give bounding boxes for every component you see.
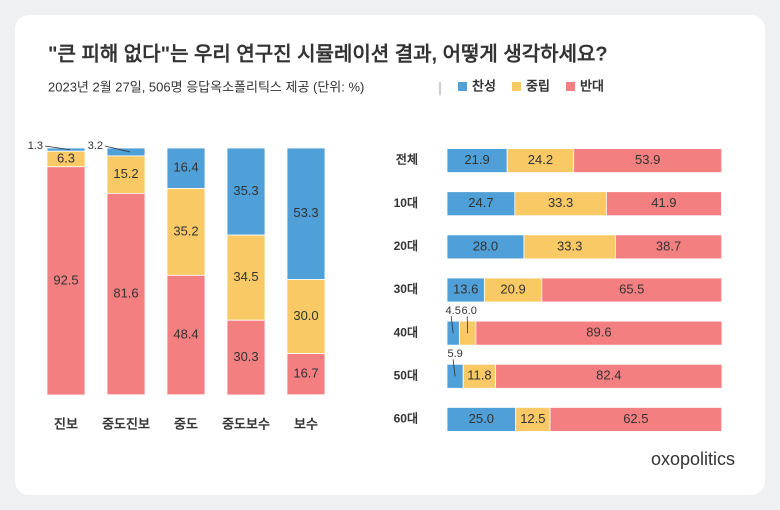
- value-label: 6.3: [57, 150, 75, 165]
- y-tick-label: 10대: [394, 196, 418, 210]
- legend-swatch: [512, 82, 521, 91]
- x-tick-label: 중도: [174, 416, 198, 431]
- subtitle: 2023년 2월 27일, 506명 응답옥소폴리틱스 제공 (단위: %): [48, 79, 364, 94]
- y-tick-label: 50대: [394, 368, 418, 382]
- bar-segment: [615, 234, 723, 260]
- x-tick-label: 중도보수: [222, 416, 270, 431]
- value-label: 16.4: [173, 160, 198, 175]
- bar-segment: [523, 234, 616, 260]
- bar-segment: [446, 234, 525, 260]
- value-label: 35.3: [233, 183, 258, 198]
- value-label: 30.0: [293, 308, 318, 323]
- x-tick-label: 보수: [294, 416, 318, 431]
- value-label: 53.3: [293, 205, 318, 220]
- leader-line: [452, 359, 456, 377]
- leader-line: [104, 145, 131, 153]
- bar-segment: [286, 279, 326, 354]
- value-label: 1.3: [28, 140, 43, 152]
- value-label: 11.8: [467, 368, 491, 383]
- bar-segment: [166, 147, 206, 189]
- y-tick-label: 전체: [396, 152, 418, 167]
- bar-segment: [106, 147, 146, 157]
- value-label: 65.5: [619, 281, 644, 296]
- bar-segment: [286, 353, 326, 396]
- value-label: 53.9: [635, 152, 660, 167]
- bar-segment: [286, 147, 326, 280]
- bar-segment: [514, 191, 607, 217]
- value-label: 30.3: [233, 349, 258, 364]
- value-label: 12.5: [520, 411, 545, 426]
- leader-line: [44, 145, 71, 150]
- bar-segment: [166, 274, 206, 396]
- value-label: 25.0: [469, 411, 494, 426]
- y-tick-label: 60대: [394, 412, 418, 426]
- bar-segment: [446, 277, 485, 303]
- value-label: 24.7: [468, 195, 493, 210]
- value-label: 24.2: [528, 152, 553, 167]
- legend-label: 찬성: [472, 78, 496, 93]
- value-label: 89.6: [586, 325, 611, 340]
- y-tick-label: 30대: [394, 282, 418, 296]
- bar-segment: [483, 277, 543, 303]
- bar-segment: [605, 191, 722, 217]
- value-label: 81.6: [113, 286, 138, 301]
- value-label: 28.0: [473, 238, 498, 253]
- value-label: 82.4: [596, 368, 621, 383]
- value-label: 48.4: [173, 326, 198, 341]
- bar-segment: [106, 155, 146, 194]
- brand: oxopolitics: [651, 449, 735, 469]
- value-label: 33.3: [548, 195, 573, 210]
- legend-swatch: [566, 82, 575, 91]
- bar-segment: [446, 320, 460, 346]
- bar-segment: [226, 234, 266, 321]
- x-tick-label: 중도진보: [102, 416, 150, 431]
- value-label: 3.2: [88, 140, 103, 152]
- legend-label: 반대: [580, 78, 604, 93]
- x-tick-label: 진보: [54, 416, 78, 431]
- value-label: 5.9: [447, 348, 462, 360]
- value-label: 4.5: [446, 305, 461, 317]
- bar-segment: [506, 148, 575, 173]
- bar-segment: [106, 193, 146, 396]
- value-label: 34.5: [233, 269, 258, 284]
- value-label: 41.9: [651, 195, 676, 210]
- bar-segment: [226, 319, 266, 396]
- value-label: 62.5: [623, 411, 648, 426]
- value-label: 33.3: [557, 238, 582, 253]
- value-label: 15.2: [113, 166, 138, 181]
- chart-title: "큰 피해 없다"는 우리 연구진 시뮬레이션 결과, 어떻게 생각하세요?: [48, 42, 608, 65]
- leader-line: [450, 316, 454, 334]
- value-label: 92.5: [53, 272, 78, 287]
- value-label: 21.9: [464, 152, 489, 167]
- y-tick-label: 20대: [394, 239, 418, 253]
- value-label: 38.7: [656, 238, 681, 253]
- bar-segment: [541, 277, 723, 303]
- bar-segment: [166, 188, 206, 276]
- value-label: 20.9: [500, 281, 525, 296]
- value-label: 35.2: [173, 223, 198, 238]
- bar-segment: [46, 166, 86, 396]
- bar-segment: [475, 320, 723, 346]
- legend-label: 중립: [526, 78, 550, 93]
- value-label: 16.7: [293, 366, 318, 381]
- bar-segment: [549, 407, 723, 432]
- value-label: 6.0: [462, 305, 477, 317]
- value-label: 13.6: [453, 281, 478, 296]
- bar-segment: [573, 148, 723, 173]
- y-tick-label: 40대: [394, 325, 418, 339]
- bar-segment: [495, 363, 723, 389]
- bar-segment: [446, 191, 516, 217]
- legend-swatch: [458, 82, 467, 91]
- bar-segment: [226, 147, 266, 236]
